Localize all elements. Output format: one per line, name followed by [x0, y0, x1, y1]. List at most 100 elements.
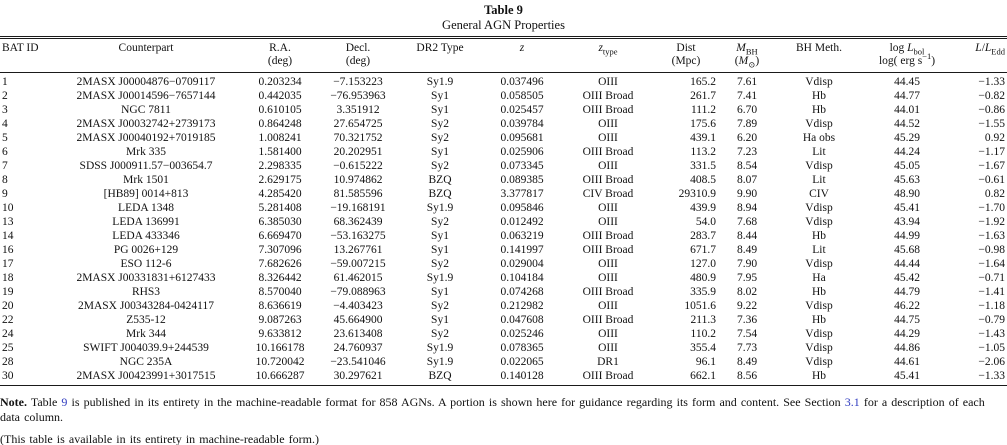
cell-bh-meth: Vdisp — [805, 160, 833, 172]
cell-decl: −7.153223 — [333, 76, 383, 88]
cell-bh-meth: Hb — [811, 314, 827, 326]
cell-mbh: 7.61 — [736, 76, 758, 88]
table-body: 1 2MASX J00004876−0709117 0.203234 −7.15322… — [0, 73, 1007, 386]
cell-counterpart: 2MASX J00040192+7019185 — [76, 132, 216, 144]
cell-ra: 0.442035 — [258, 90, 302, 102]
cell-decl: 24.760937 — [333, 342, 383, 354]
cell-ledd: −1.63 — [978, 230, 1005, 242]
header-lbol-unit-pre: log( erg s — [878, 55, 923, 67]
cell-bh-meth: Lit — [812, 174, 826, 186]
cell-bat-id: 18 — [2, 272, 14, 284]
cell-lbol: 44.75 — [894, 314, 920, 326]
table-row: 25 SWIFT J004039.9+244539 10.166178 24.7609… — [0, 341, 1007, 355]
cell-counterpart: LEDA 136991 — [112, 216, 180, 228]
cell-dist: 110.2 — [690, 328, 716, 340]
col-header-ztype: ztype — [562, 37, 654, 73]
cell-dist: 671.7 — [690, 244, 716, 256]
table-row: 3 NGC 7811 0.610105 3.351912 Sy1 0.025457 OIII… — [0, 103, 1007, 117]
header-lbol-base: L — [907, 42, 914, 54]
table-title: Table 9 — [484, 3, 523, 17]
cell-ztype: OIII — [598, 118, 618, 130]
cell-z: 0.089385 — [500, 174, 544, 186]
cell-ledd: −0.82 — [978, 90, 1005, 102]
cell-decl: −53.163275 — [330, 230, 386, 242]
header-ra-unit: (deg) — [267, 55, 293, 67]
table-row: 28 NGC 235A 10.720042 −23.541046 Sy1.9 0.0220… — [0, 355, 1007, 369]
cell-ztype: OIII — [598, 132, 618, 144]
cell-dr2-type: Sy2 — [431, 328, 449, 340]
col-header-decl: Decl. (deg) — [318, 37, 398, 73]
cell-ra: 1.581400 — [258, 146, 302, 158]
cell-dist: 283.7 — [690, 230, 716, 242]
cell-bh-meth: Vdisp — [805, 328, 833, 340]
header-mbh-unit-base: M — [738, 55, 749, 67]
table-caption: Table 9 General AGN Properties — [0, 0, 1007, 36]
header-decl-label: Decl. — [345, 42, 371, 54]
cell-counterpart: Mrk 344 — [126, 328, 166, 340]
cell-ztype: OIII — [598, 272, 618, 284]
header-lbol-log: log — [889, 42, 908, 54]
cell-ledd: −1.18 — [978, 300, 1005, 312]
cell-ledd: −1.67 — [978, 160, 1005, 172]
cell-ledd: −1.92 — [978, 216, 1005, 228]
cell-decl: −79.088963 — [330, 286, 386, 298]
cell-bh-meth: Vdisp — [805, 76, 833, 88]
table-row: 19 RHS3 8.570040 −79.088963 Sy1 0.074268 OIII … — [0, 285, 1007, 299]
cell-bh-meth: Hb — [811, 90, 827, 102]
cell-decl: −76.953963 — [330, 90, 386, 102]
cell-ra: 9.633812 — [258, 328, 302, 340]
table-row: 16 PG 0026+129 7.307096 13.267761 Sy1 0.14199… — [0, 243, 1007, 257]
cell-ztype: OIII — [598, 160, 618, 172]
header-lbol-unit-sup: −1 — [922, 51, 932, 62]
header-ledd-den-sub: Edd — [991, 46, 1005, 57]
cell-bat-id: 5 — [2, 132, 8, 144]
cell-lbol: 44.61 — [894, 356, 920, 368]
cell-dr2-type: Sy1 — [431, 286, 449, 298]
section-3-1-link[interactable]: 3.1 — [844, 395, 860, 409]
table-9-link[interactable]: 9 — [61, 395, 68, 409]
cell-bh-meth: Lit — [812, 244, 826, 256]
cell-counterpart: LEDA 433346 — [112, 230, 180, 242]
cell-z: 0.073345 — [500, 160, 544, 172]
cell-lbol: 44.77 — [894, 90, 920, 102]
cell-ra: 6.669470 — [258, 230, 302, 242]
cell-dist: 127.0 — [690, 258, 716, 270]
cell-ra: 2.629175 — [258, 174, 302, 186]
col-header-ra: R.A. (deg) — [242, 37, 318, 73]
header-mbh-unit-open: ( — [734, 55, 739, 67]
note-text-1: Table — [27, 395, 62, 409]
table-row: 5 2MASX J00040192+7019185 1.008241 70.32175… — [0, 131, 1007, 145]
cell-ledd: −1.64 — [978, 258, 1005, 270]
cell-dr2-type: Sy2 — [431, 216, 449, 228]
cell-dr2-type: Sy1.9 — [426, 356, 454, 368]
cell-ledd: −1.55 — [978, 118, 1005, 130]
cell-ztype: DR1 — [597, 356, 619, 368]
cell-ra: 8.570040 — [258, 286, 302, 298]
cell-bh-meth: Vdisp — [805, 258, 833, 270]
cell-ra: 2.298335 — [258, 160, 302, 172]
cell-ledd: −1.05 — [978, 342, 1005, 354]
cell-ztype: OIII Broad — [582, 104, 634, 116]
cell-mbh: 7.36 — [736, 314, 758, 326]
cell-dist: 331.5 — [690, 160, 716, 172]
cell-ztype: OIII Broad — [582, 90, 634, 102]
cell-ledd: −1.43 — [978, 328, 1005, 340]
cell-ra: 8.326442 — [258, 272, 302, 284]
cell-counterpart: Z535-12 — [126, 314, 166, 326]
cell-bat-id: 28 — [2, 356, 14, 368]
header-mbh-sub: BH — [745, 46, 758, 57]
cell-z: 0.012492 — [500, 216, 544, 228]
cell-dist: 261.7 — [690, 90, 716, 102]
cell-dr2-type: Sy2 — [431, 160, 449, 172]
note-line-1: Note. Table 9 is published in its entire… — [0, 395, 1005, 425]
note-text-2: is published in its entirety in the mach… — [67, 395, 845, 409]
header-decl-unit: (deg) — [345, 55, 371, 67]
cell-lbol: 45.41 — [862, 369, 952, 386]
cell-dr2-type: Sy2 — [431, 118, 449, 130]
cell-ztype: OIII — [598, 258, 618, 270]
cell-dr2-type: Sy2 — [431, 258, 449, 270]
header-dist-unit: (Mpc) — [671, 55, 701, 67]
cell-mbh: 7.73 — [736, 342, 758, 354]
cell-mbh: 7.95 — [736, 272, 758, 284]
col-header-dr2-type: DR2 Type — [398, 37, 482, 73]
